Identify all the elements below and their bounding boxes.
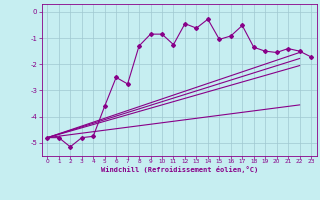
- X-axis label: Windchill (Refroidissement éolien,°C): Windchill (Refroidissement éolien,°C): [100, 166, 258, 173]
